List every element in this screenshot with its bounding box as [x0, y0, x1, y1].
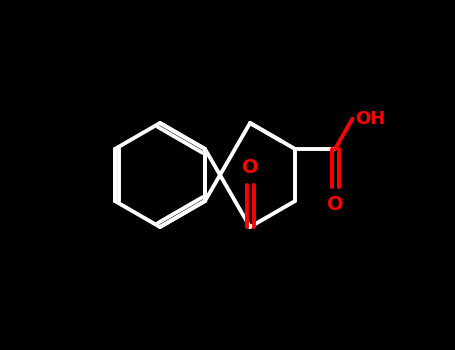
Text: O: O — [242, 158, 258, 177]
Text: OH: OH — [355, 110, 386, 128]
Text: O: O — [327, 195, 344, 214]
